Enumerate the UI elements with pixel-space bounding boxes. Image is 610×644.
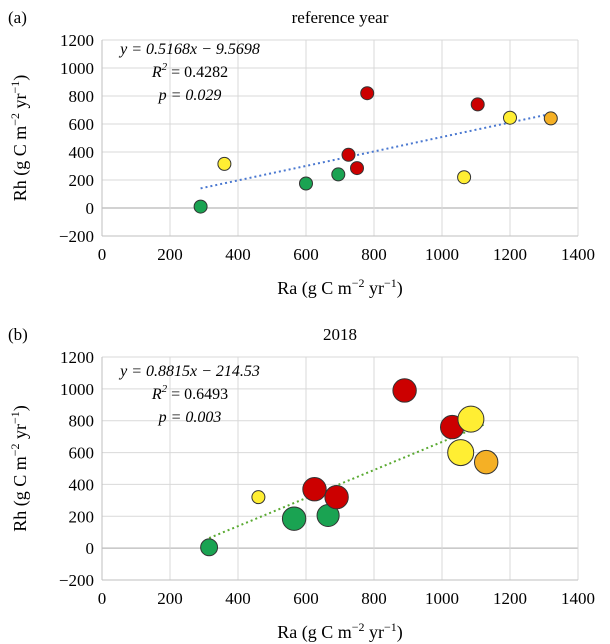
x-tick-label: 1200 <box>493 589 527 608</box>
y-tick-label: 200 <box>69 507 95 526</box>
r-squared-label: R2 = 0.6493 <box>151 383 228 403</box>
r2-letter: R <box>151 386 162 403</box>
data-point <box>392 378 417 403</box>
x-tick-label: 0 <box>98 245 107 264</box>
x-axis-unit-mid: yr <box>365 278 385 298</box>
x-tick-label: 800 <box>361 245 387 264</box>
x-tick-label: 800 <box>361 589 387 608</box>
y-axis-unit-end: ) <box>10 75 31 81</box>
r2-superscript: 2 <box>162 383 168 395</box>
y-tick-label: 800 <box>69 412 95 431</box>
x-axis-unit-sup2: −1 <box>384 620 397 634</box>
y-tick-label: 800 <box>69 87 95 106</box>
y-axis-unit-sup2: −1 <box>8 411 22 424</box>
regression-equation: y = 0.5168x − 9.5698 <box>118 41 260 58</box>
chart-title: 2018 <box>323 325 357 344</box>
y-axis-label: Rh (g C m−2 yr−1) <box>8 405 31 532</box>
x-tick-label: 200 <box>157 589 183 608</box>
r2-superscript: 2 <box>162 61 168 73</box>
data-point <box>331 167 346 182</box>
x-axis-label: Ra (g C m−2 yr−1) <box>277 276 403 299</box>
x-tick-label: 400 <box>225 589 251 608</box>
data-point <box>200 538 219 557</box>
y-tick-label: 0 <box>86 539 95 558</box>
y-tick-label: 600 <box>69 444 95 463</box>
x-axis-unit-sup2: −1 <box>384 276 397 290</box>
data-point <box>360 86 375 101</box>
x-axis-label: Ra (g C m−2 yr−1) <box>277 620 403 643</box>
y-axis-unit-mid: yr <box>10 424 30 444</box>
x-axis-unit-end: ) <box>397 278 403 299</box>
data-point <box>217 156 232 171</box>
x-tick-label: 1400 <box>561 245 595 264</box>
y-axis-label-text: Rh (g C m <box>10 456 31 532</box>
data-point <box>193 199 208 214</box>
panel-label: (a) <box>8 8 27 27</box>
y-tick-label: 1000 <box>60 380 94 399</box>
x-axis-unit-end: ) <box>397 622 403 643</box>
data-point <box>503 110 517 125</box>
y-tick-label: −200 <box>59 227 94 246</box>
y-tick-label: −200 <box>59 571 94 590</box>
data-point <box>251 490 266 505</box>
x-tick-label: 1400 <box>561 589 595 608</box>
panel-label: (b) <box>8 325 28 344</box>
data-point <box>350 161 364 176</box>
chart-title: reference year <box>292 8 389 27</box>
y-tick-label: 0 <box>86 199 95 218</box>
y-axis-label: Rh (g C m−2 yr−1) <box>8 75 31 202</box>
x-tick-label: 600 <box>293 589 319 608</box>
y-axis-unit-mid: yr <box>10 93 30 113</box>
regression-equation: y = 0.8815x − 214.53 <box>118 363 260 380</box>
y-tick-label: 200 <box>69 171 95 190</box>
y-tick-label: 400 <box>69 475 95 494</box>
p-value-label: p = 0.003 <box>158 409 222 426</box>
x-axis-unit-mid: yr <box>365 622 385 642</box>
x-axis-unit-sup: −2 <box>352 620 365 634</box>
trendline <box>208 422 487 540</box>
x-axis-unit-sup: −2 <box>352 276 365 290</box>
data-point <box>457 170 472 185</box>
x-tick-label: 0 <box>98 589 107 608</box>
r2-value: = 0.4282 <box>167 64 228 81</box>
x-axis-label-text: Ra (g C m <box>277 622 352 643</box>
y-axis-unit-sup: −2 <box>8 443 22 456</box>
data-point <box>324 484 349 510</box>
x-tick-label: 1000 <box>425 589 459 608</box>
y-axis-unit-sup2: −1 <box>8 81 22 94</box>
data-point <box>447 439 475 467</box>
y-axis-label-text: Rh (g C m <box>10 126 31 202</box>
data-point <box>281 506 307 531</box>
y-tick-label: 1200 <box>60 348 94 367</box>
x-tick-label: 200 <box>157 245 183 264</box>
trendline <box>200 112 552 190</box>
r2-letter: R <box>151 64 162 81</box>
data-point <box>457 405 485 433</box>
data-point <box>302 477 327 502</box>
x-tick-label: 1000 <box>425 245 459 264</box>
x-tick-label: 400 <box>225 245 251 264</box>
y-axis-unit-sup: −2 <box>8 113 22 126</box>
x-axis-label-text: Ra (g C m <box>277 278 352 299</box>
y-tick-label: 600 <box>69 115 95 134</box>
r-squared-label: R2 = 0.4282 <box>151 61 228 81</box>
x-tick-label: 600 <box>293 245 319 264</box>
y-tick-label: 1200 <box>60 31 94 50</box>
y-tick-label: 400 <box>69 143 95 162</box>
data-point <box>543 111 558 126</box>
p-value-label: p = 0.029 <box>158 87 222 104</box>
data-point <box>474 449 499 475</box>
data-point <box>341 147 356 162</box>
r2-value: = 0.6493 <box>167 386 228 403</box>
y-tick-label: 1000 <box>60 59 94 78</box>
data-point <box>470 97 485 112</box>
y-axis-unit-end: ) <box>10 405 31 411</box>
x-tick-label: 1200 <box>493 245 527 264</box>
data-point <box>299 176 313 191</box>
